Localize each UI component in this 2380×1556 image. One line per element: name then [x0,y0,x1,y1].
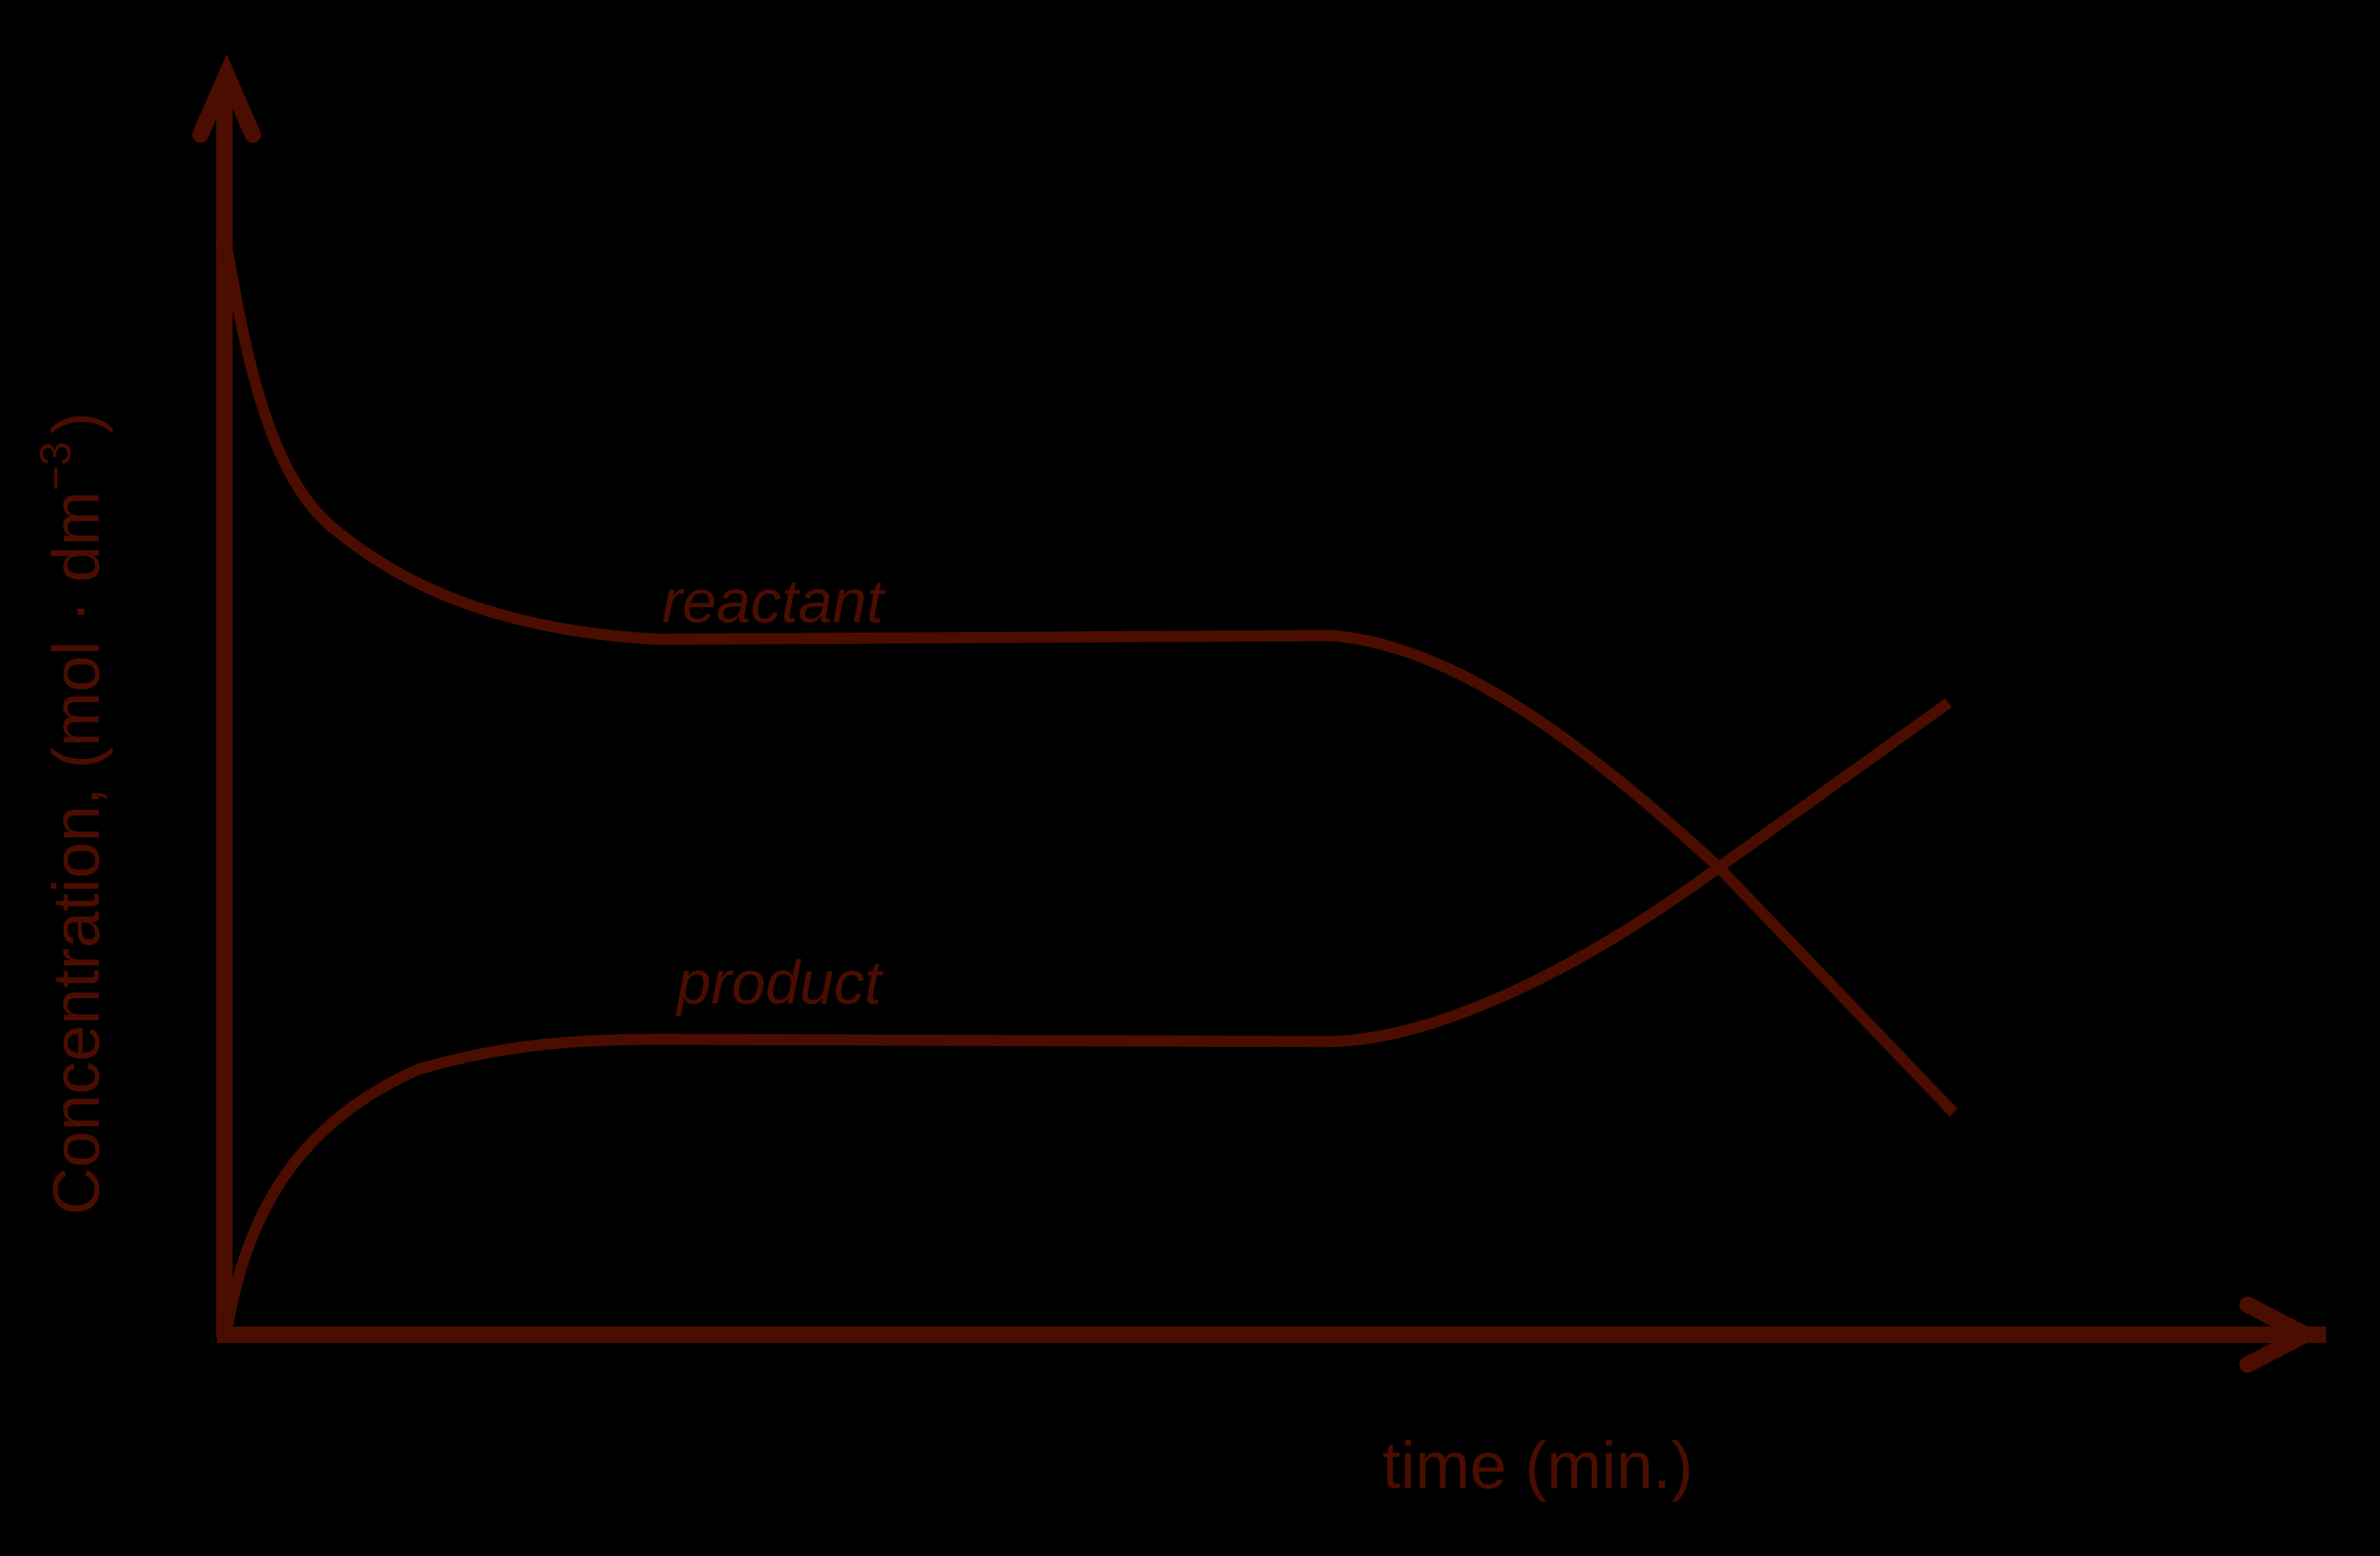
svg-text:Concentration, (mol · dm−3): Concentration, (mol · dm−3) [31,412,113,1215]
reactant-label: reactant [662,568,886,636]
y-axis-label-exponent: −3 [31,442,80,491]
y-axis-label-main: Concentration, (mol · dm [39,491,113,1215]
product-curve [221,698,1952,1332]
y-axis-arrowhead-icon [192,54,261,143]
y-axis [192,54,261,1337]
x-axis-arrowhead-icon [2239,1297,2323,1373]
reactant-curve [221,245,1958,1117]
x-axis-label: time (min.) [1382,1428,1693,1502]
y-axis-label-close: ) [39,412,113,434]
x-axis [217,1297,2326,1373]
y-axis-label: Concentration, (mol · dm−3) [31,412,113,1215]
product-label: product [675,949,884,1017]
